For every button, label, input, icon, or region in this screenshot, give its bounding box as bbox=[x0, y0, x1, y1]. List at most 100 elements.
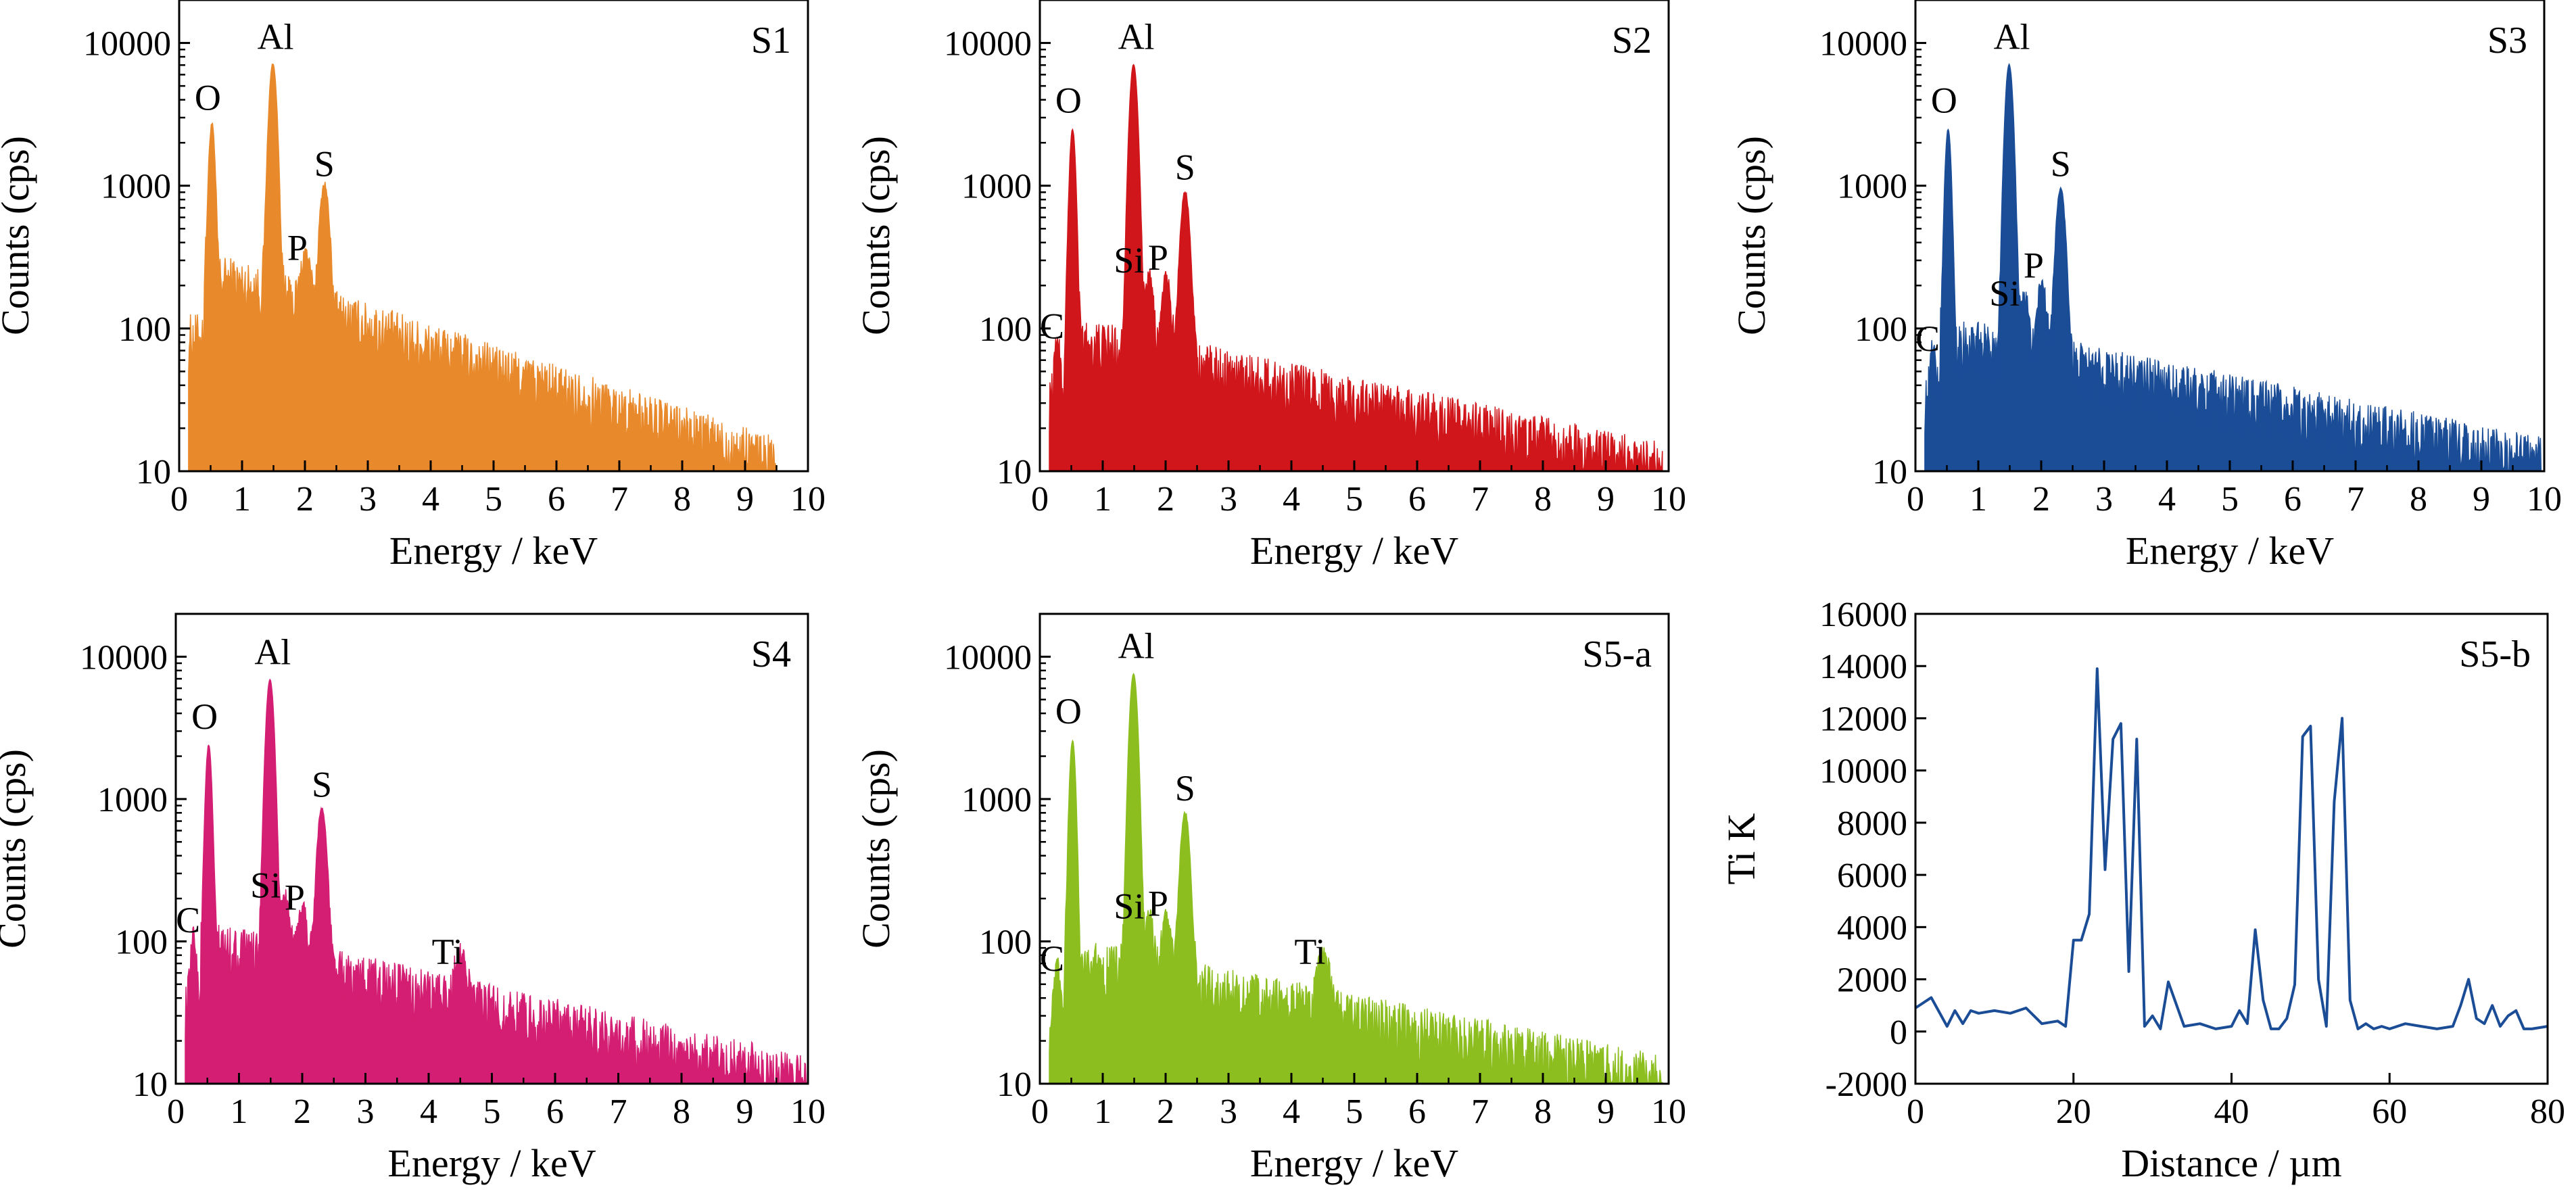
x-tick-label: 4 bbox=[422, 480, 439, 519]
x-tick-label: 4 bbox=[420, 1093, 437, 1131]
y-tick-label: 100 bbox=[1855, 310, 1907, 349]
peak-label-c: C bbox=[176, 900, 200, 940]
y-axis-title: Counts (cps) bbox=[0, 749, 34, 949]
peak-label-s: S bbox=[2051, 143, 2071, 184]
y-tick-label: 8000 bbox=[1837, 805, 1907, 843]
x-tick-label: 8 bbox=[673, 1093, 690, 1131]
y-tick-label: 100 bbox=[979, 310, 1032, 349]
x-tick-label: 7 bbox=[1471, 1093, 1489, 1131]
x-tick-label: 8 bbox=[1534, 1093, 1552, 1131]
x-axis-title: Energy / keV bbox=[387, 1141, 596, 1185]
x-tick-label: 1 bbox=[233, 480, 251, 519]
peak-label-p: P bbox=[1148, 883, 1168, 923]
y-tick-label: 10000 bbox=[80, 638, 168, 677]
x-tick-label: 6 bbox=[546, 1093, 564, 1131]
x-tick-label: 7 bbox=[610, 1093, 627, 1131]
y-axis-title: Counts (cps) bbox=[854, 749, 898, 949]
peak-label-al: Al bbox=[1994, 16, 2030, 57]
x-axis-title: Energy / keV bbox=[2126, 529, 2334, 573]
y-tick-label: -2000 bbox=[1826, 1065, 1907, 1104]
panel-tag: S4 bbox=[751, 633, 791, 675]
y-tick-label: 10 bbox=[136, 453, 171, 491]
x-tick-label: 6 bbox=[548, 480, 565, 519]
y-axis-title: Counts (cps) bbox=[1730, 136, 1773, 335]
x-tick-label: 8 bbox=[1534, 480, 1552, 519]
peak-label-o: O bbox=[191, 696, 218, 737]
y-tick-label: 2000 bbox=[1837, 961, 1907, 1000]
peak-label-c: C bbox=[1915, 318, 1940, 359]
x-tick-label: 2 bbox=[296, 480, 314, 519]
panel-tag: S3 bbox=[2487, 20, 2527, 62]
peak-label-al: Al bbox=[258, 16, 294, 57]
y-tick-label: 10000 bbox=[944, 638, 1032, 677]
peak-label-o: O bbox=[195, 78, 221, 118]
x-axis-title: Distance / µm bbox=[2121, 1141, 2342, 1185]
x-tick-label: 1 bbox=[231, 1093, 248, 1131]
x-tick-label: 0 bbox=[1907, 1093, 1924, 1131]
x-tick-label: 0 bbox=[1031, 480, 1049, 519]
x-tick-label: 2 bbox=[1157, 480, 1174, 519]
x-tick-label: 10 bbox=[1651, 480, 1686, 519]
peak-label-si: Si bbox=[1989, 273, 2020, 314]
peak-label-s: S bbox=[312, 764, 332, 805]
y-tick-label: 4000 bbox=[1837, 909, 1907, 947]
chart-panel-s3: C O Al SiP S 0 1 2 3 4 5 6 7 8 9 10 10 100 1000 10000 Energy… bbox=[1730, 0, 2562, 573]
x-tick-label: 4 bbox=[1283, 480, 1300, 519]
peak-label-p: P bbox=[2024, 245, 2044, 286]
x-tick-label: 9 bbox=[1597, 480, 1615, 519]
peak-label-ti: Ti bbox=[1294, 931, 1325, 971]
y-tick-label: 1000 bbox=[97, 781, 168, 819]
peak-label-s: S bbox=[314, 143, 335, 184]
spectrum-area-s1 bbox=[188, 63, 778, 472]
x-tick-label: 3 bbox=[357, 1093, 375, 1131]
y-tick-label: 100 bbox=[979, 923, 1032, 961]
y-tick-label: 12000 bbox=[1819, 700, 1907, 738]
x-tick-label: 1 bbox=[1094, 480, 1112, 519]
x-tick-label: 7 bbox=[2347, 480, 2364, 519]
x-tick-label: 0 bbox=[167, 1093, 185, 1131]
x-tick-label: 6 bbox=[1408, 1093, 1426, 1131]
peak-label-al: Al bbox=[1118, 16, 1155, 57]
x-tick-label: 20 bbox=[2056, 1093, 2091, 1131]
x-tick-label: 3 bbox=[359, 480, 377, 519]
panel-tag: S1 bbox=[751, 20, 791, 62]
x-tick-label: 2 bbox=[293, 1093, 311, 1131]
x-tick-label: 0 bbox=[170, 480, 188, 519]
x-tick-label: 3 bbox=[2095, 480, 2113, 519]
series-line-ti-k bbox=[1914, 667, 2548, 1030]
y-tick-label: 0 bbox=[1890, 1013, 1907, 1052]
chart-panel-s2: C O Al Si P S 0 1 2 3 4 5 6 7 8 9 10 10 100 1000 10000 Energy… bbox=[854, 0, 1686, 573]
x-axis-title: Energy / keV bbox=[1250, 529, 1458, 573]
peak-label-o: O bbox=[1055, 80, 1082, 120]
x-tick-label: 7 bbox=[611, 480, 628, 519]
spectrum-area-s4 bbox=[185, 678, 809, 1084]
x-axis-title: Energy / keV bbox=[1250, 1141, 1458, 1185]
y-tick-label: 100 bbox=[118, 310, 171, 349]
y-tick-label: 10000 bbox=[1819, 752, 1907, 791]
x-tick-label: 9 bbox=[1597, 1093, 1615, 1131]
peak-label-c: C bbox=[1040, 306, 1064, 347]
x-tick-label: 5 bbox=[2221, 480, 2239, 519]
spectrum-area-s3 bbox=[1924, 63, 2542, 472]
peak-label-p: P bbox=[287, 227, 308, 268]
chart-panel-s1: O Al P S 0 1 2 3 4 5 6 7 8 9 10 10 100 1000 10000 Energy / … bbox=[0, 0, 826, 573]
x-tick-label: 10 bbox=[790, 1093, 826, 1131]
peak-label-p: P bbox=[285, 878, 305, 918]
x-tick-label: 8 bbox=[673, 480, 691, 519]
y-axis-title: Ti K bbox=[1719, 813, 1763, 884]
peak-label-al: Al bbox=[1118, 626, 1155, 667]
x-tick-label: 10 bbox=[1651, 1093, 1686, 1131]
y-tick-label: 10000 bbox=[1819, 25, 1907, 64]
spectrum-area-s2 bbox=[1049, 64, 1663, 472]
y-axis-title: Counts (cps) bbox=[854, 136, 898, 335]
x-tick-label: 7 bbox=[1471, 480, 1489, 519]
x-tick-label: 6 bbox=[1408, 480, 1426, 519]
x-tick-label: 9 bbox=[2473, 480, 2490, 519]
x-tick-label: 8 bbox=[2410, 480, 2427, 519]
y-tick-label: 10 bbox=[133, 1065, 168, 1104]
chart-panel-s4: C O Al Si P S Ti 0 1 2 3 4 5 6 7 8 9 10 10 100 1000 10000 Ener… bbox=[0, 613, 826, 1185]
peak-label-s: S bbox=[1175, 147, 1195, 188]
panel-tag: S5-b bbox=[2459, 633, 2531, 675]
